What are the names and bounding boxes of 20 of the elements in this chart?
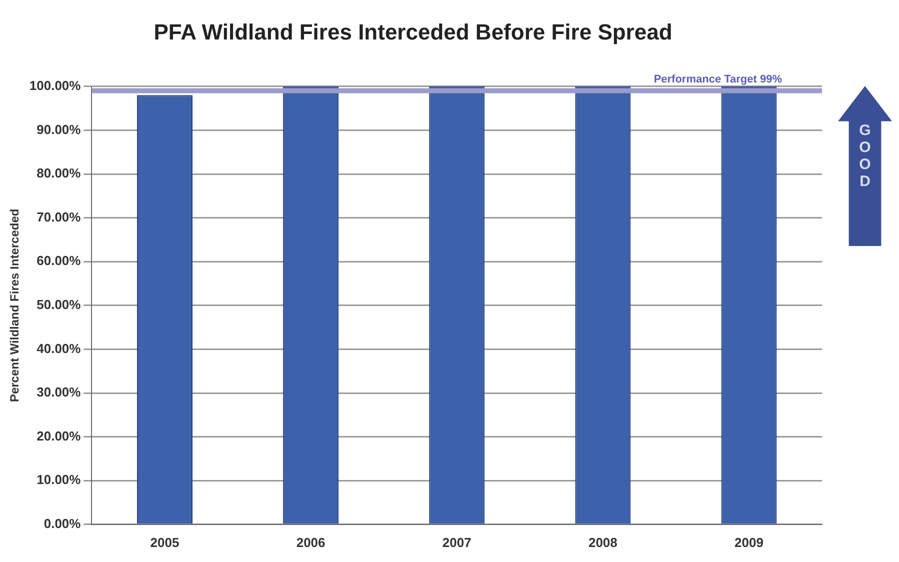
y-tick-label: 90.00% <box>36 122 82 137</box>
y-tick-label: 60.00% <box>36 253 82 268</box>
y-tick-label: 0.00% <box>44 516 82 531</box>
x-tick-label: 2008 <box>588 534 618 550</box>
x-tick-label: 2009 <box>734 534 764 550</box>
y-tick-label: 100.00% <box>29 78 82 93</box>
x-tick-label: 2006 <box>296 534 326 550</box>
x-tick-label: 2005 <box>150 534 180 550</box>
y-tick-label: 70.00% <box>36 209 82 224</box>
y-tick-label: 40.00% <box>36 340 82 356</box>
y-tick-label: 10.00% <box>36 472 82 488</box>
y-tick-label: 50.00% <box>36 296 82 312</box>
y-tick-label: 80.00% <box>36 166 82 181</box>
y-axis-title: Percent Wildland Fires Interceded <box>8 208 22 402</box>
text: GOOD <box>858 122 872 190</box>
y-tick-label: 20.00% <box>36 428 82 444</box>
ref-line-label: Performance Target 99% <box>654 73 782 86</box>
chart-title: PFA Wildland Fires Interceded Before Fire Spread <box>154 19 672 44</box>
x-tick-label: 2007 <box>442 534 472 550</box>
y-tick-label: 30.00% <box>36 384 82 400</box>
